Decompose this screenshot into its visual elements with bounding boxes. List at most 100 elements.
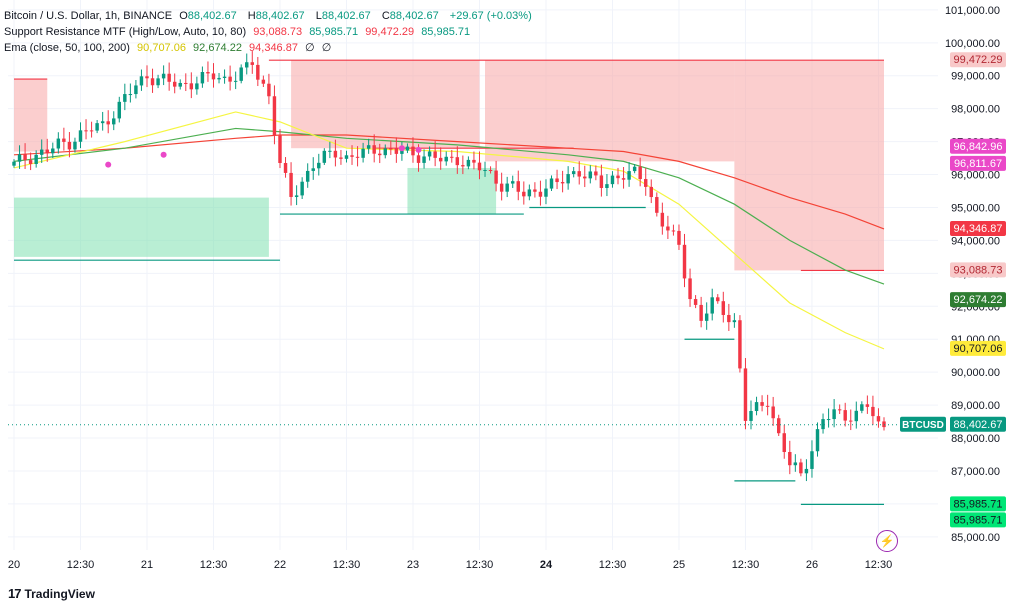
candle [383,148,387,156]
y-tick-label: 99,000.00 [951,71,1000,83]
candle [289,172,293,197]
candle [344,155,349,159]
candle [837,409,842,411]
candle [494,170,498,184]
candle [222,76,227,78]
candle [815,429,820,452]
legend-sr-v3: 99,472.29 [365,26,415,38]
candle [644,179,648,187]
legend-sr-row[interactable]: Support Resistance MTF (High/Low, Auto, … [4,24,536,40]
candle [184,82,188,84]
candle [732,320,737,323]
candle [283,162,288,173]
candle [67,141,72,150]
candle [821,419,825,430]
candle [583,176,587,179]
candle [145,76,149,79]
candle [876,416,881,422]
candle [56,138,61,149]
candle [461,165,465,167]
candle [117,101,122,119]
candle [655,197,659,213]
lightning-icon[interactable]: ⚡ [876,530,898,552]
x-tick-label: 20 [8,559,20,571]
candle [627,171,631,180]
candle [405,146,410,151]
candle [305,170,310,182]
candle [826,419,831,421]
y-tick-label: 96,000.00 [951,170,1000,182]
candle [139,76,144,86]
candle [704,313,709,321]
price-label: 88,402.67 [954,419,1003,431]
ema-cross-marker [160,151,167,158]
candle [416,155,421,163]
ema-cross-marker [398,145,405,152]
x-tick-label: 12:30 [865,559,893,571]
price-label-bg [950,496,1006,512]
price-label: 93,088.73 [954,264,1003,276]
candle [34,154,38,164]
ema200-line [13,134,885,230]
candle [62,138,66,142]
candle [455,157,460,166]
price-label-bg [950,220,1006,236]
x-tick-label: 24 [540,559,553,571]
legend-ema-v5: ∅ [321,42,332,54]
candle [549,178,554,189]
candle [771,406,775,419]
legend-high-value: 88,402.67 [255,10,305,22]
price-label: 92,674.22 [954,294,1003,306]
candle [499,183,504,192]
y-tick-label: 88,000.00 [951,433,1000,445]
candle [112,118,116,125]
candle [95,123,99,131]
candle [400,150,404,154]
candle [788,452,792,466]
candle [727,314,731,323]
legend-low-label: L [315,10,322,22]
candle [522,191,526,197]
x-tick-label: 26 [806,559,818,571]
candle [444,156,448,162]
legend-symbol-row: Bitcoin / U.S. Dollar, 1h, BINANCE O88,4… [4,8,536,24]
candle [78,130,83,142]
x-tick-label: 12:30 [599,559,627,571]
candle [233,80,238,82]
legend-close-label: C [381,10,390,22]
x-tick-label: 12:30 [466,559,494,571]
candle [378,153,382,156]
candle [632,166,637,172]
candle [671,230,676,232]
legend-ema-row[interactable]: Ema (close, 50, 100, 200) 90,707.06 92,6… [4,40,536,56]
candle [677,230,681,245]
legend-ema-name: Ema (close, 50, 100, 200) [4,42,130,54]
candle [394,148,399,154]
legend-sr-name: Support Resistance MTF (High/Low, Auto, … [4,26,247,38]
candle [843,410,847,421]
candle [588,171,593,179]
candle [51,148,55,154]
candle [328,150,332,152]
x-tick-label: 23 [407,559,419,571]
y-tick-label: 89,000.00 [951,400,1000,412]
x-tick-label: 12:30 [200,559,228,571]
candle [594,171,598,176]
tradingview-footer[interactable]: 17 TradingView [8,586,95,601]
candle [483,169,487,171]
candle [350,155,354,157]
price-label: 85,985.71 [954,514,1003,526]
resistance-zone [734,60,884,271]
price-label-bg [950,416,1006,432]
candle [39,149,44,155]
y-tick-label: 94,000.00 [951,235,1000,247]
legend-ema-v1: 90,707.06 [137,42,186,54]
tradingview-logo: 17 [8,586,22,601]
candle [150,78,155,86]
price-label: 94,346.87 [954,223,1003,235]
tradingview-brand: TradingView [24,586,95,601]
candle [294,195,299,197]
candle [699,304,703,321]
x-tick-label: 21 [141,559,153,571]
